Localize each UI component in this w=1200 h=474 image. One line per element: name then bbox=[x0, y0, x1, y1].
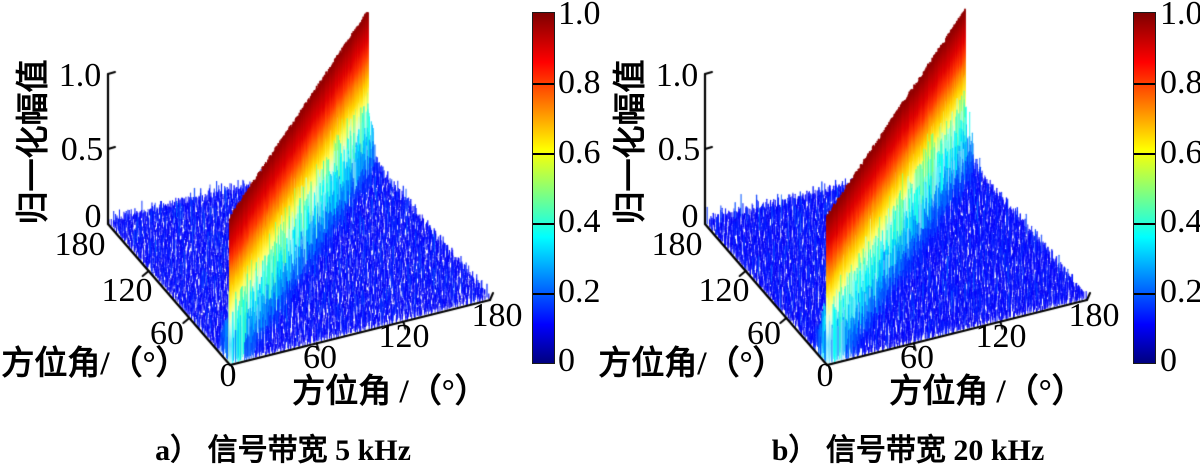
y-axis-label-a: 方位角/（°） bbox=[1, 346, 189, 382]
cbar-a-tick-0.8: 0.8 bbox=[558, 64, 601, 101]
cbar-b-tick-0.6: 0.6 bbox=[1160, 134, 1200, 171]
colorbar-separator bbox=[533, 293, 554, 295]
ztick-b-2: 0 bbox=[681, 198, 699, 235]
cbar-a-tick-0: 0 bbox=[558, 342, 575, 379]
ytick-b-180: 180 bbox=[651, 226, 703, 263]
ytick-b-60: 60 bbox=[747, 315, 781, 352]
colorbar-separator bbox=[533, 83, 554, 85]
z-axis-label-b: 归一化幅值 bbox=[613, 59, 649, 225]
ytick-b-120: 120 bbox=[698, 272, 750, 309]
ztick-a-1: 0.5 bbox=[60, 131, 104, 168]
origin-tick-a: 0 bbox=[219, 357, 237, 394]
colorbar-separator bbox=[533, 153, 554, 155]
origin-tick-b: 0 bbox=[816, 357, 834, 394]
cbar-a-tick-1.0: 1.0 bbox=[558, 0, 601, 32]
ztick-a-2: 0 bbox=[84, 198, 102, 235]
cbar-a-tick-0.4: 0.4 bbox=[558, 203, 601, 240]
colorbar-separator bbox=[1134, 223, 1155, 225]
xtick-a-60: 60 bbox=[303, 339, 337, 376]
colorbar-a bbox=[532, 12, 555, 364]
ytick-a-120: 120 bbox=[101, 272, 153, 309]
cbar-a-tick-0.2: 0.2 bbox=[558, 273, 601, 310]
x-axis-label-a: 方位角 /（°） bbox=[292, 374, 488, 410]
cbar-b-tick-0: 0 bbox=[1160, 342, 1177, 379]
colorbar-separator bbox=[533, 223, 554, 225]
ztick-b-0: 1.0 bbox=[655, 57, 699, 94]
caption-a: a） 信号带宽 5 kHz bbox=[155, 434, 411, 467]
colorbar-b bbox=[1133, 12, 1156, 364]
ztick-b-1: 0.5 bbox=[657, 131, 701, 168]
x-axis-label-b: 方位角 /（°） bbox=[889, 374, 1085, 410]
cbar-b-tick-1.0: 1.0 bbox=[1160, 0, 1200, 32]
cbar-b-tick-0.4: 0.4 bbox=[1160, 203, 1200, 240]
xtick-b-180: 180 bbox=[1068, 297, 1120, 334]
cbar-b-tick-0.8: 0.8 bbox=[1160, 64, 1200, 101]
xtick-b-60: 60 bbox=[900, 339, 934, 376]
xtick-a-180: 180 bbox=[471, 297, 523, 334]
colorbar-separator bbox=[1134, 153, 1155, 155]
colorbar-separator bbox=[1134, 83, 1155, 85]
xtick-a-120: 120 bbox=[378, 318, 430, 355]
cbar-b-tick-0.2: 0.2 bbox=[1160, 273, 1200, 310]
z-axis-label-a: 归一化幅值 bbox=[16, 59, 52, 225]
xtick-b-120: 120 bbox=[975, 318, 1027, 355]
ytick-a-180: 180 bbox=[54, 226, 106, 263]
cbar-a-tick-0.6: 0.6 bbox=[558, 134, 601, 171]
y-axis-label-b: 方位角/（°） bbox=[598, 346, 786, 382]
ytick-a-60: 60 bbox=[150, 315, 184, 352]
caption-b: b） 信号带宽 20 kHz bbox=[771, 434, 1045, 467]
colorbar-separator bbox=[1134, 293, 1155, 295]
ztick-a-0: 1.0 bbox=[58, 57, 102, 94]
